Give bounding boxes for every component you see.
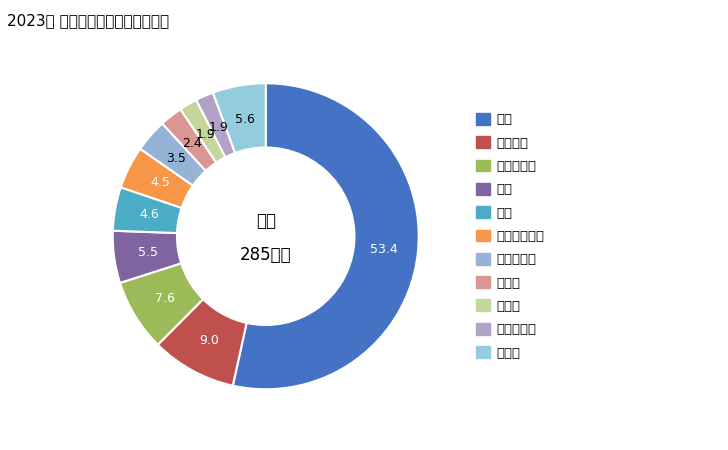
Wedge shape bbox=[141, 123, 206, 185]
Text: 7.6: 7.6 bbox=[154, 292, 175, 305]
Wedge shape bbox=[233, 83, 419, 389]
Wedge shape bbox=[113, 231, 181, 283]
Wedge shape bbox=[121, 149, 193, 208]
Wedge shape bbox=[213, 83, 266, 153]
Wedge shape bbox=[162, 109, 216, 171]
Text: 5.5: 5.5 bbox=[138, 246, 158, 259]
Text: 4.6: 4.6 bbox=[139, 208, 159, 221]
Text: 1.9: 1.9 bbox=[196, 127, 215, 140]
Text: 9.0: 9.0 bbox=[199, 334, 219, 347]
Text: 2.4: 2.4 bbox=[183, 136, 202, 149]
Text: 総額: 総額 bbox=[256, 212, 276, 230]
Wedge shape bbox=[113, 187, 182, 233]
Text: 1.9: 1.9 bbox=[208, 121, 228, 134]
Wedge shape bbox=[181, 100, 226, 162]
Wedge shape bbox=[196, 93, 235, 157]
Text: 285億円: 285億円 bbox=[240, 246, 291, 264]
Text: 53.4: 53.4 bbox=[370, 243, 397, 256]
Legend: 中国, ベトナム, フィリピン, タイ, 米国, インドネシア, イスラエル, チェコ, ドイツ, マレーシア, その他: 中国, ベトナム, フィリピン, タイ, 米国, インドネシア, イスラエル, … bbox=[471, 108, 550, 365]
Text: 2023年 輸入相手国のシェア（％）: 2023年 輸入相手国のシェア（％） bbox=[7, 14, 170, 28]
Text: 5.6: 5.6 bbox=[235, 113, 255, 126]
Wedge shape bbox=[120, 263, 203, 345]
Text: 3.5: 3.5 bbox=[167, 152, 186, 165]
Text: 4.5: 4.5 bbox=[150, 176, 170, 189]
Wedge shape bbox=[158, 299, 247, 386]
